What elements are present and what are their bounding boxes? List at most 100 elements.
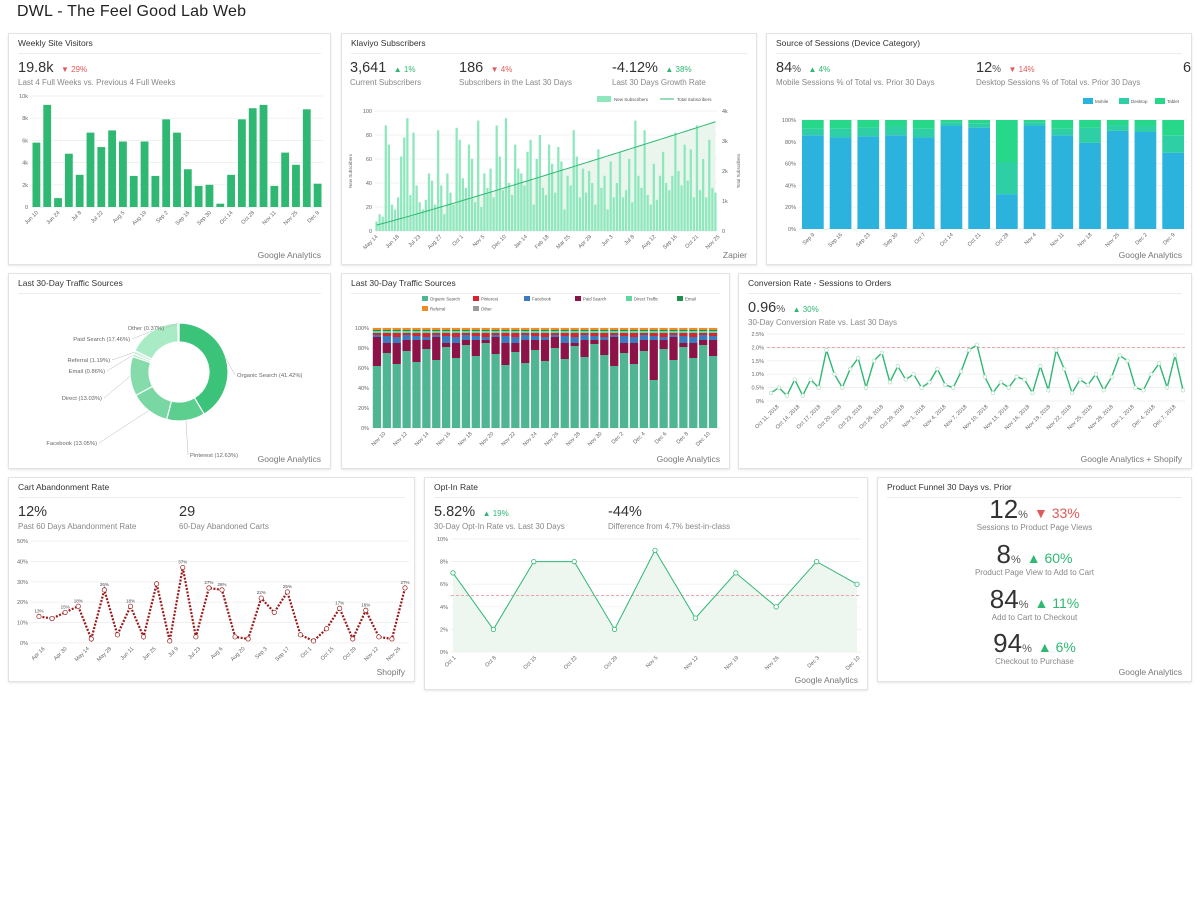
data-label: 27%: [400, 580, 409, 585]
kpi-delta: ▼ 4%: [490, 65, 513, 74]
bar: [151, 175, 160, 207]
kpi-delta: ▲ 1%: [393, 65, 416, 74]
bar-segment: [669, 328, 678, 330]
bar: [489, 168, 492, 231]
kpi-value: 84: [776, 60, 793, 76]
bar: [584, 192, 588, 231]
y-right-tick-label: 2k: [722, 169, 728, 175]
bar: [205, 184, 214, 207]
total-line: [376, 121, 716, 226]
bar: [427, 173, 431, 231]
legend-label: Other: [481, 307, 492, 312]
x-tick-label: Nov 4: [1024, 232, 1038, 246]
kpi-value: -4.12%: [612, 60, 658, 76]
x-tick-label: Aug 19: [131, 210, 148, 227]
kpi-label: Mobile Sessions % of Total vs. Prior 30 …: [776, 78, 935, 87]
optin-card[interactable]: Opt-In Rate 5.82% ▲ 19% 30-Day Opt-In Ra…: [424, 477, 868, 690]
x-tick-label: Jun 11: [120, 646, 136, 662]
bar-segment: [659, 340, 668, 349]
legend-label: New Subscribers: [614, 97, 649, 102]
bar: [668, 190, 671, 231]
x-tick-label: Nov 12: [392, 431, 409, 448]
bar-segment: [511, 352, 520, 428]
x-tick-label: Aug 27: [427, 234, 444, 251]
funnel-unit: %: [1022, 643, 1032, 655]
bar: [396, 197, 400, 231]
bar-segment: [432, 337, 441, 360]
bar-segment: [402, 351, 411, 428]
bar-segment: [560, 328, 569, 330]
product-funnel-card[interactable]: Product Funnel 30 Days vs. Prior 12% ▼ 3…: [877, 477, 1192, 682]
bar-segment: [530, 333, 540, 336]
x-tick-label: Oct 29: [603, 655, 619, 671]
data-point: [974, 342, 980, 347]
bar-segment: [659, 333, 668, 337]
y-tick-label: 10%: [17, 621, 28, 627]
bar: [649, 204, 652, 231]
bar: [415, 185, 418, 231]
data-point: [1141, 388, 1146, 393]
x-tick-label: Aug 5: [112, 210, 126, 224]
cart-abandonment-card[interactable]: Cart Abandonment Rate 12% Past 60 Days A…: [8, 477, 415, 682]
x-tick-label: Oct 14: [939, 232, 955, 248]
klaviyo-card[interactable]: Klaviyo Subscribers 3,641 ▲ 1% Current S…: [341, 33, 757, 265]
bar: [495, 125, 498, 231]
kpi-delta: ▲ 30%: [792, 305, 819, 314]
bar: [560, 161, 563, 231]
data-point: [959, 369, 964, 374]
data-label: 26%: [100, 582, 109, 587]
bar: [677, 171, 680, 231]
x-tick-label: Aug 6: [210, 646, 224, 660]
bar-segment: [590, 344, 599, 428]
bar: [551, 163, 554, 231]
bar-segment: [560, 359, 569, 428]
x-tick-label: Oct 7: [914, 232, 928, 246]
bar-segment: [412, 330, 421, 331]
bar-segment: [501, 343, 510, 365]
abandonment-line: [38, 567, 407, 643]
bar-segment: [590, 333, 599, 336]
bar-segment: [481, 340, 490, 343]
bar-segment: [679, 331, 688, 333]
bar-segment: [829, 128, 852, 138]
bar: [658, 175, 662, 231]
bar-segment: [708, 328, 718, 330]
bar: [473, 202, 477, 231]
data-point: [88, 636, 94, 642]
source-label: Shopify: [376, 667, 405, 677]
funnel-delta: ▼ 33%: [1033, 505, 1080, 521]
leader-line: [106, 355, 134, 372]
conversion-card[interactable]: Conversion Rate - Sessions to Orders 0.9…: [738, 273, 1192, 469]
traffic-stacked-card[interactable]: Last 30-Day Traffic Sources Organic Sear…: [341, 273, 730, 469]
bar-segment: [372, 337, 382, 366]
bar: [129, 175, 138, 207]
bar-segment: [639, 340, 648, 351]
bar-segment: [940, 120, 963, 123]
sessions-device-card[interactable]: Source of Sessions (Device Category) 84%…: [766, 33, 1192, 265]
bar-segment: [560, 343, 569, 359]
funnel-delta: ▲ 60%: [1026, 550, 1073, 566]
y-tick-label: 0: [25, 205, 28, 211]
bar-segment: [530, 331, 540, 333]
slice-label: Pinterest (12.63%): [190, 453, 238, 459]
optin-chart: 0% 2% 4% 6% 8% 10% Oct 1 Oct 8 Oct 15 Oct 22 Oct 2…: [437, 537, 861, 672]
bar-segment: [610, 328, 619, 330]
weekly-visitors-card[interactable]: Weekly Site Visitors 19.8k ▼ 29% Last 4 …: [8, 33, 331, 265]
bar-segment: [392, 331, 401, 333]
donut-slice: [177, 322, 180, 343]
bar: [424, 199, 427, 231]
bar-segment: [382, 330, 391, 331]
traffic-donut-card[interactable]: Last 30-Day Traffic Sources Organic Sear…: [8, 273, 331, 469]
funnel-label: Sessions to Product Page Views: [976, 523, 1093, 532]
bar: [313, 183, 322, 207]
data-point: [101, 587, 107, 593]
bar-segment: [461, 335, 471, 340]
data-label: 13%: [34, 608, 43, 613]
bar: [695, 125, 699, 231]
bar-segment: [912, 128, 935, 138]
data-point: [1157, 361, 1162, 366]
bar-segment: [1134, 131, 1157, 229]
kpi-delta: ▼ 14%: [1008, 65, 1035, 74]
card-title: Last 30-Day Traffic Sources: [351, 278, 720, 294]
y-tick-label: 10%: [437, 537, 448, 543]
